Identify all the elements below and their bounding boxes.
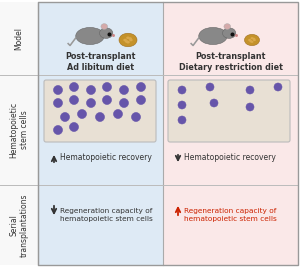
Ellipse shape [244,34,260,46]
Circle shape [70,123,79,132]
Circle shape [119,85,128,95]
Text: Regeneration capacity of
hematopoietic stem cells: Regeneration capacity of hematopoietic s… [184,208,277,222]
Text: Hematopoietic recovery: Hematopoietic recovery [184,154,276,163]
Circle shape [136,96,146,104]
Circle shape [61,112,70,121]
Ellipse shape [199,28,227,45]
Ellipse shape [253,39,256,41]
Circle shape [210,99,218,107]
Circle shape [53,85,62,95]
Text: Hematopoietic recovery: Hematopoietic recovery [60,154,152,163]
Ellipse shape [250,41,254,43]
FancyBboxPatch shape [44,80,156,142]
Text: Post-transplant
Ad libitum diet: Post-transplant Ad libitum diet [65,52,136,72]
Circle shape [119,99,128,108]
Ellipse shape [126,37,130,39]
Ellipse shape [100,28,113,38]
Circle shape [77,109,86,119]
Ellipse shape [223,28,236,38]
Ellipse shape [249,40,252,42]
Circle shape [178,101,186,109]
Circle shape [70,83,79,92]
Circle shape [178,86,186,94]
Circle shape [274,83,282,91]
Text: Serial
transplantations: Serial transplantations [9,193,29,257]
Circle shape [95,112,104,121]
Circle shape [103,96,112,104]
Circle shape [178,116,186,124]
Ellipse shape [76,28,104,45]
Circle shape [70,96,79,104]
Bar [0,2,38,265]
Ellipse shape [224,24,231,29]
Text: Post-transplant
Dietary restriction diet: Post-transplant Dietary restriction diet [178,52,282,72]
Ellipse shape [123,39,127,41]
Circle shape [113,109,122,119]
Ellipse shape [248,39,251,41]
Ellipse shape [129,39,133,41]
Ellipse shape [252,38,255,40]
Text: Hematopoietic
stem cells: Hematopoietic stem cells [9,102,29,158]
Bar [163,2,298,265]
Text: Model: Model [14,27,23,50]
Text: Regeneration capacity of
hematopoietic stem cells: Regeneration capacity of hematopoietic s… [60,208,153,222]
Circle shape [246,86,254,94]
Ellipse shape [101,24,108,29]
Circle shape [53,125,62,135]
Ellipse shape [126,41,130,44]
Circle shape [53,99,62,108]
Ellipse shape [125,40,128,43]
Circle shape [246,103,254,111]
Ellipse shape [119,33,137,47]
Circle shape [206,83,214,91]
Ellipse shape [250,37,254,39]
FancyBboxPatch shape [168,80,290,142]
Circle shape [86,99,95,108]
Bar [38,2,163,265]
Circle shape [131,112,140,121]
Bar [38,2,298,265]
Circle shape [103,83,112,92]
Circle shape [136,83,146,92]
Ellipse shape [128,37,132,40]
Circle shape [86,85,95,95]
